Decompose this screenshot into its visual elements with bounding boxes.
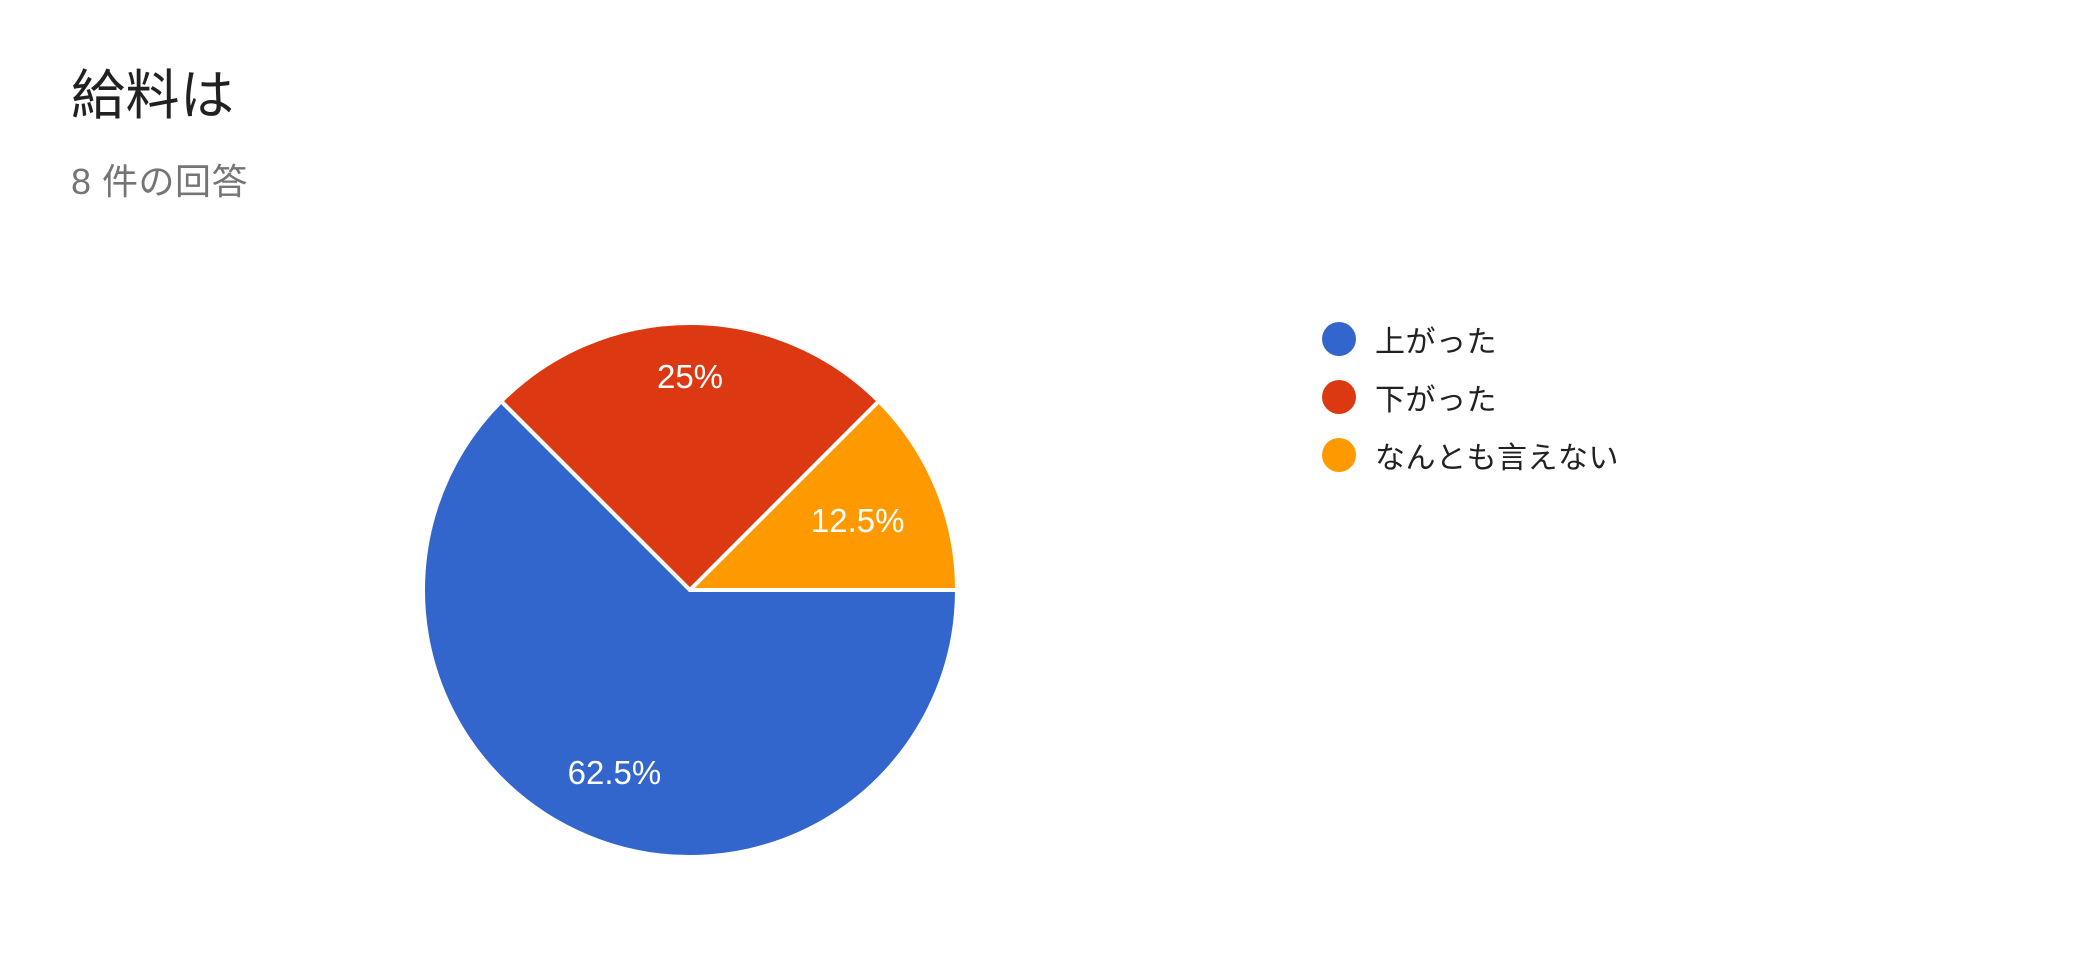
legend-color-dot (1322, 322, 1356, 356)
slice-percent-label-0: 62.5% (568, 754, 662, 791)
pie-chart: 62.5% 25% 12.5% (421, 321, 959, 859)
chart-title: 給料は (71, 66, 235, 126)
legend-color-dot (1322, 380, 1356, 414)
legend-item-1: 下がった (1322, 380, 1619, 417)
slice-percent-label-1: 25% (657, 358, 723, 395)
chart-legend: 上がった下がったなんとも言えない (1322, 322, 1619, 496)
pie-chart-area: 62.5% 25% 12.5% (410, 310, 970, 870)
legend-color-dot (1322, 438, 1356, 472)
legend-item-label: 下がった (1375, 384, 1497, 417)
legend-item-2: なんとも言えない (1322, 438, 1619, 475)
slice-percent-label-2: 12.5% (811, 502, 905, 539)
pie-slice-2[interactable] (688, 399, 959, 592)
response-count: 8 件の回答 (71, 160, 249, 202)
legend-item-0: 上がった (1322, 322, 1619, 359)
legend-item-label: 上がった (1375, 326, 1497, 359)
pie-slice-1[interactable] (499, 321, 881, 592)
legend-item-label: なんとも言えない (1375, 442, 1619, 475)
pie-slice-0[interactable] (421, 399, 959, 859)
chart-header: 給料は 8 件の回答 (71, 64, 248, 205)
